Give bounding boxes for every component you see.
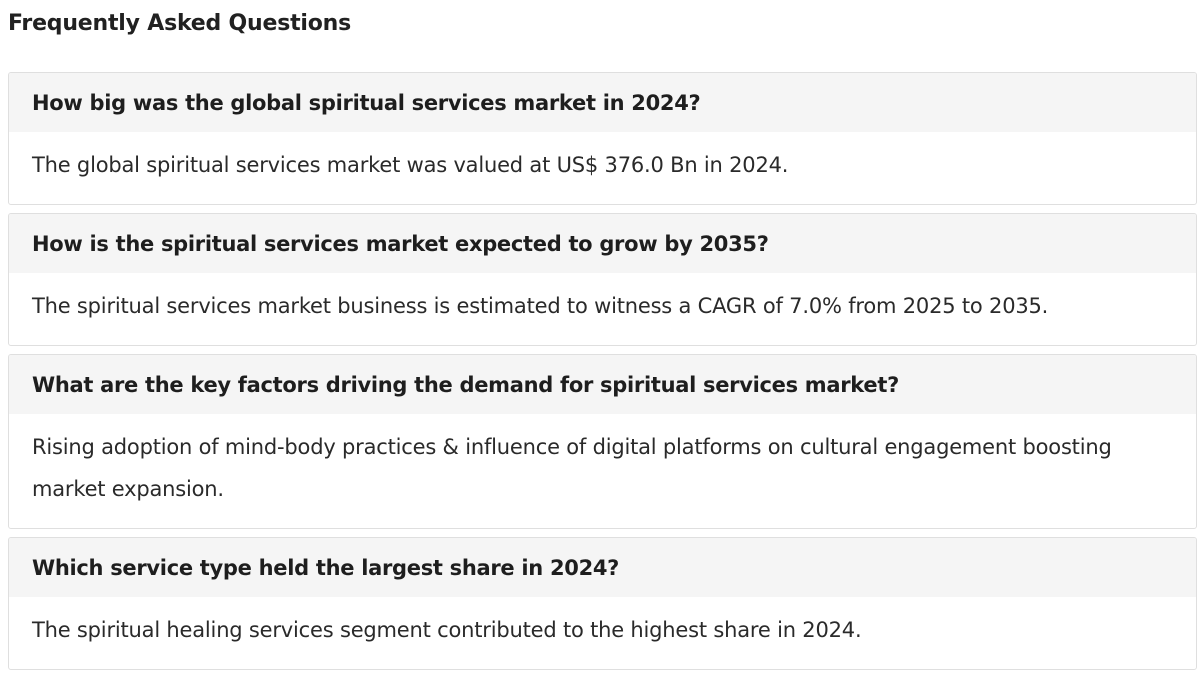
faq-item: Which service type held the largest shar… xyxy=(8,537,1197,670)
faq-question[interactable]: What are the key factors driving the dem… xyxy=(9,355,1196,414)
faq-item: What are the key factors driving the dem… xyxy=(8,354,1197,529)
faq-item: How is the spiritual services market exp… xyxy=(8,213,1197,346)
faq-answer: Rising adoption of mind-body practices &… xyxy=(32,435,1112,501)
faq-answer: The spiritual services market business i… xyxy=(32,294,1049,318)
faq-list: How big was the global spiritual service… xyxy=(8,72,1197,678)
faq-question[interactable]: How is the spiritual services market exp… xyxy=(9,214,1196,273)
faq-question[interactable]: How big was the global spiritual service… xyxy=(9,73,1196,132)
faq-item: How big was the global spiritual service… xyxy=(8,72,1197,205)
faq-answer: The global spiritual services market was… xyxy=(32,153,789,177)
faq-question[interactable]: Which service type held the largest shar… xyxy=(9,538,1196,597)
page-title: Frequently Asked Questions xyxy=(8,11,352,36)
faq-answer: The spiritual healing services segment c… xyxy=(32,618,862,642)
